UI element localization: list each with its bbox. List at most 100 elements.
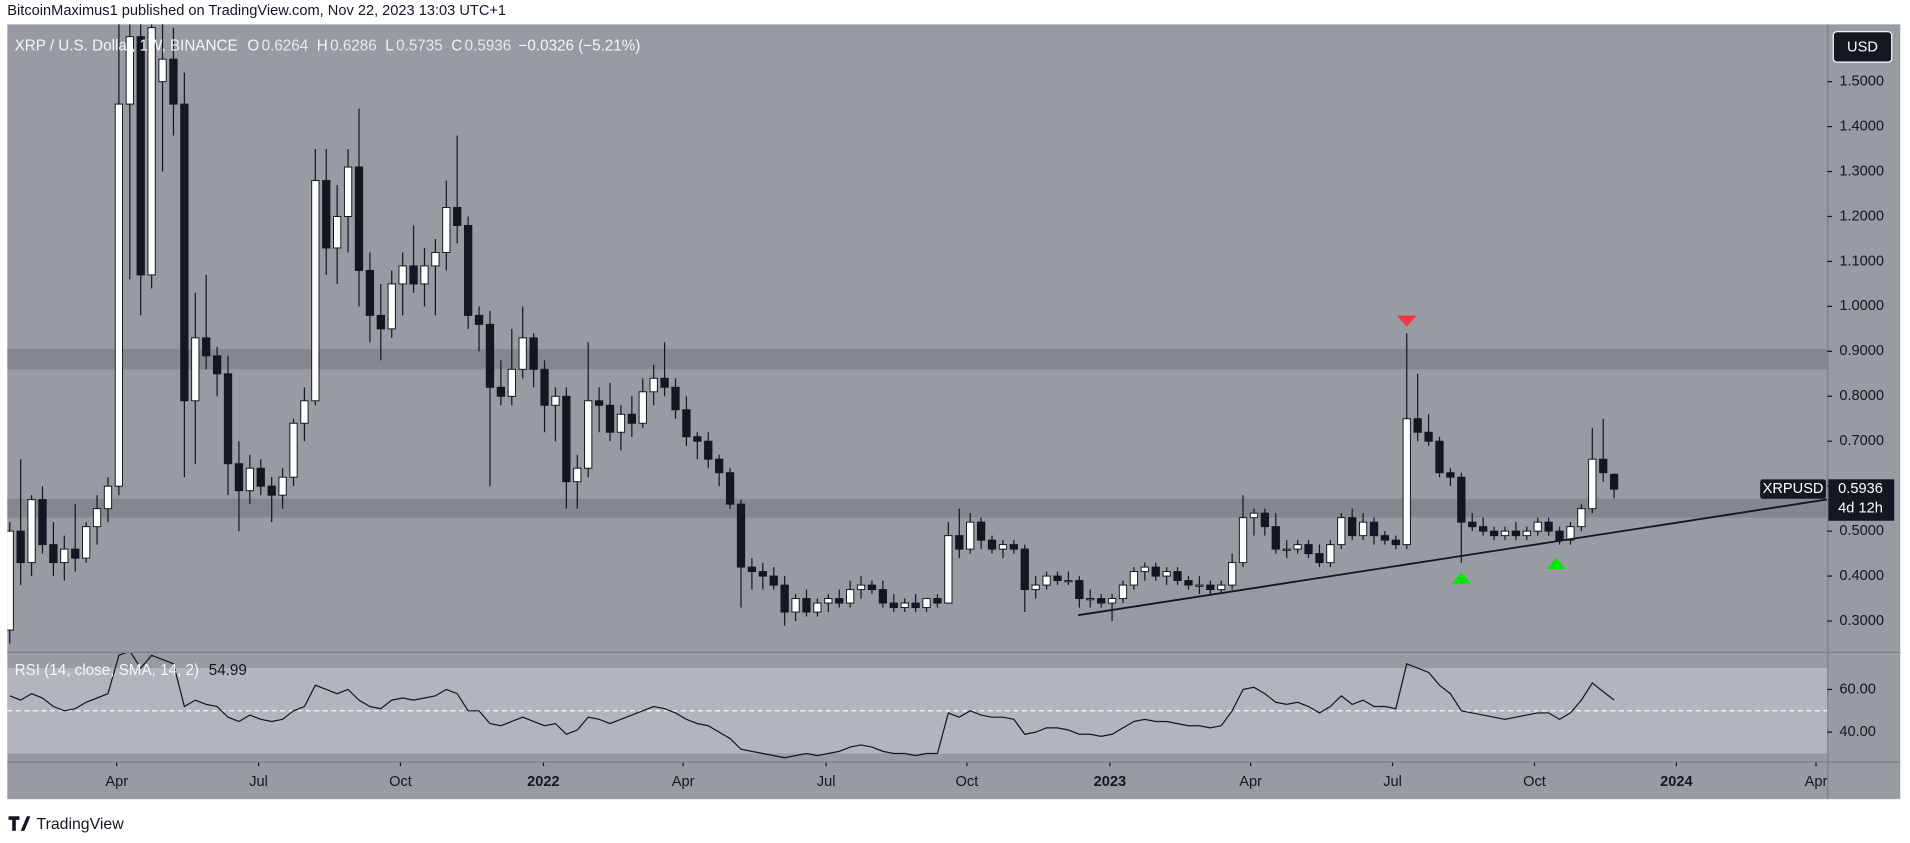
currency-button-label[interactable]: USD <box>1847 39 1878 55</box>
ohlc-label: O <box>247 37 259 54</box>
legend-change: −0.0326 (−5.21%) <box>519 37 641 54</box>
candle-body <box>311 180 320 402</box>
candle-body <box>7 530 14 631</box>
candle-body <box>1086 598 1095 601</box>
candle-body <box>38 499 47 546</box>
candle-body <box>1609 473 1619 490</box>
candle-body <box>71 548 80 559</box>
ohlc-label: C <box>451 37 462 54</box>
candle-body <box>780 584 789 613</box>
candle-body <box>223 373 233 465</box>
y-tick-label: 0.8000 <box>1839 388 1884 404</box>
candle-body <box>1435 440 1444 474</box>
candle-body <box>1468 521 1477 528</box>
legend: XRP / U.S. Dollar, 1W, BINANCE O 0.6264 H 0.… <box>15 37 641 54</box>
ohlc-value: 0.5735 <box>396 37 443 54</box>
candle-body <box>256 467 265 487</box>
ohlc-value: 0.6264 <box>262 37 309 54</box>
candle-body <box>158 58 167 83</box>
rsi-value: 54.99 <box>209 662 247 679</box>
candle-body <box>1424 431 1433 442</box>
candle-body <box>289 422 298 478</box>
candle-body <box>1031 584 1040 591</box>
y-tick-label: 1.3000 <box>1839 163 1884 179</box>
candle-body <box>343 166 353 217</box>
candle-body <box>518 337 527 370</box>
candle-body <box>1009 544 1018 550</box>
candle-body <box>1173 571 1182 582</box>
y-tick-label: 0.9000 <box>1839 343 1884 359</box>
candle-body <box>1107 598 1117 604</box>
candle-body <box>976 521 986 541</box>
countdown-label: 4d 12h <box>1838 500 1883 516</box>
footer-brand: TradingView <box>37 816 125 833</box>
candle-body <box>856 584 866 591</box>
candle-body <box>60 548 69 564</box>
candle-body <box>245 467 254 492</box>
price-zone <box>7 498 1828 518</box>
candle-body <box>92 508 102 528</box>
x-tick-label: Oct <box>1523 774 1546 790</box>
y-tick-label: 1.4000 <box>1839 118 1884 134</box>
candle-body <box>649 377 658 393</box>
candle-body <box>540 368 549 406</box>
candle-body <box>507 368 516 397</box>
trendline <box>1078 498 1828 617</box>
candle-body <box>322 180 331 249</box>
candle-body <box>1260 512 1270 528</box>
candle-body <box>1599 458 1608 474</box>
signal-marker <box>1451 572 1472 584</box>
candle-body <box>1195 584 1204 587</box>
x-tick-label: Oct <box>389 774 412 790</box>
candle-body <box>376 314 385 330</box>
candle-body <box>1402 418 1411 546</box>
candle-body <box>660 377 669 388</box>
price-pane <box>7 24 1828 644</box>
candle-body <box>453 207 462 226</box>
candle-body <box>1489 530 1499 537</box>
candle-body <box>966 521 975 550</box>
candle-body <box>1184 580 1193 586</box>
candle-body <box>725 472 735 505</box>
candle-body <box>1446 472 1455 478</box>
y-tick-label: 0.4000 <box>1839 568 1884 584</box>
candle-body <box>1042 575 1051 586</box>
y-tick-label: 0.5000 <box>1839 523 1884 539</box>
candle-body <box>485 323 495 388</box>
currency-button[interactable] <box>1832 31 1893 63</box>
candle-body <box>1238 517 1248 564</box>
candle-body <box>1140 566 1149 573</box>
logo-icon <box>8 816 31 831</box>
x-tick-label: Jul <box>249 774 268 790</box>
symbol-tag: XRPUSD <box>1763 481 1824 497</box>
candle-body <box>1249 512 1259 519</box>
signal-marker <box>1546 558 1567 570</box>
candle-body <box>584 400 593 469</box>
candle-body <box>791 598 800 613</box>
candle-body <box>747 566 757 573</box>
candle-body <box>627 413 636 424</box>
price-zone <box>7 349 1828 370</box>
candle-body <box>878 589 888 604</box>
candle-body <box>922 598 931 609</box>
y-tick-label: 1.0000 <box>1839 298 1884 314</box>
candle-body <box>16 530 25 564</box>
candle-body <box>1151 566 1160 577</box>
candle-body <box>573 467 582 483</box>
rsi-line <box>9 652 1615 759</box>
candle-body <box>180 103 189 402</box>
candle-body <box>1380 535 1390 541</box>
candle-body <box>987 539 997 550</box>
candle-body <box>605 404 615 433</box>
symbol-tag-box <box>1760 479 1826 499</box>
candle-body <box>191 337 200 402</box>
candle-body <box>1118 584 1128 600</box>
y-tick-label: 0.3000 <box>1839 613 1884 629</box>
candle-body <box>889 602 898 609</box>
candle-body <box>1577 508 1586 528</box>
legend-title: XRP / U.S. Dollar, 1W, BINANCE <box>15 37 238 54</box>
candle-body <box>802 598 811 613</box>
candle-body <box>212 355 222 375</box>
candle-body <box>234 463 244 492</box>
